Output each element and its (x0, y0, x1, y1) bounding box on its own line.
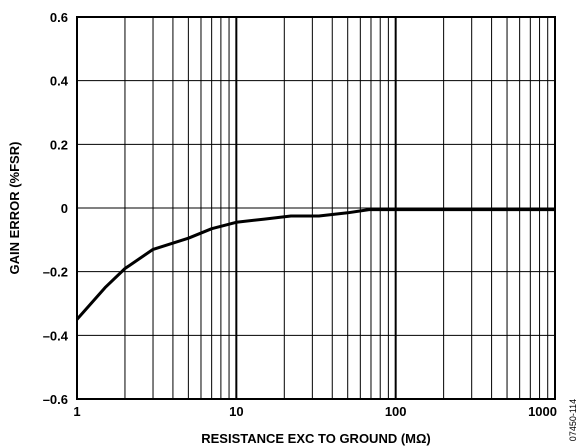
y-tick-label: –0.4 (43, 328, 69, 343)
figure-id: 07450-114 (568, 399, 578, 441)
series-layer (75, 208, 556, 321)
data-point (152, 248, 154, 251)
data-point (124, 267, 126, 270)
x-axis-label: RESISTANCE EXC TO GROUND (MΩ) (201, 431, 431, 446)
y-tick-label: 0.6 (50, 10, 68, 25)
data-point (368, 208, 370, 211)
data-point (554, 208, 556, 211)
y-tick-label: 0.4 (50, 74, 69, 89)
data-point (263, 218, 266, 220)
y-axis-label: GAIN ERROR (%FSR) (7, 142, 22, 275)
y-tick-label: 0.2 (50, 137, 68, 152)
data-point (318, 215, 320, 217)
y-tick-label: –0.2 (43, 265, 68, 280)
x-tick-label: 10 (229, 404, 243, 419)
y-tick-label: –0.6 (43, 392, 68, 407)
x-tick-label: 1000 (528, 404, 557, 419)
data-point (290, 215, 292, 217)
x-tick-label: 1 (73, 404, 80, 419)
data-point (235, 221, 238, 224)
data-point (104, 286, 106, 289)
data-point (506, 208, 508, 211)
x-tick-label: 100 (385, 404, 407, 419)
data-point (346, 211, 349, 214)
x-tick-labels: 1 10 100 1000 (73, 404, 557, 419)
data-point (76, 318, 78, 321)
plot-frame (76, 16, 556, 400)
series-line (75, 208, 555, 321)
grid-lines (77, 17, 555, 399)
data-point (210, 227, 213, 230)
data-point (442, 208, 445, 211)
y-tick-label: 0 (61, 201, 68, 216)
data-point (394, 208, 397, 211)
y-tick-labels: 0.6 0.4 0.2 0 –0.2 –0.4 –0.6 (43, 10, 69, 407)
data-point (187, 237, 190, 240)
